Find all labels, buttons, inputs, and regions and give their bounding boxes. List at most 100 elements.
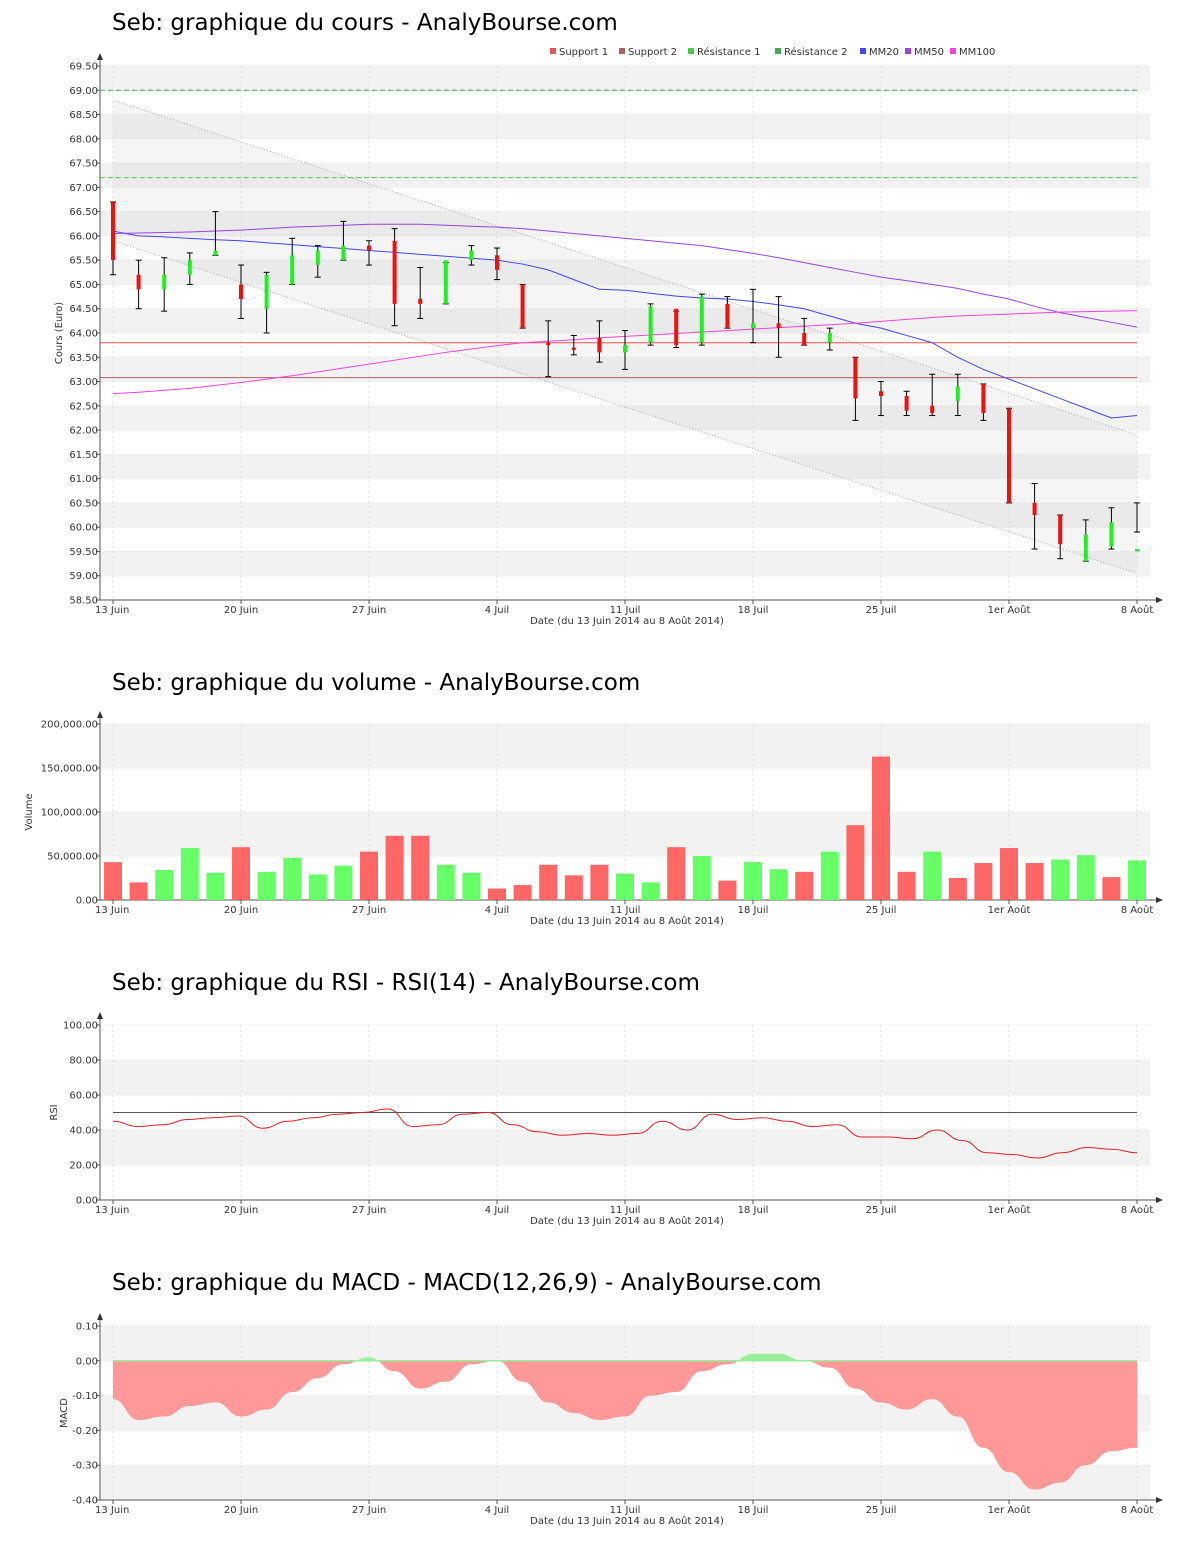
candle-down [930,405,935,414]
y-tick-label: 63.50 [69,353,98,364]
y-tick-label: 66.50 [69,207,98,218]
volume-bar-up [308,874,327,900]
candle-down [904,396,909,411]
candle-up [1109,522,1114,547]
volume-bar-down [1000,848,1018,900]
candle-down [1032,502,1037,516]
candle-down [1007,408,1011,503]
x-tick-label: 27 Juin [352,1205,386,1216]
volume-bar-up [206,872,225,900]
candle-down [674,308,679,346]
x-tick-label: 1er Août [988,904,1031,916]
legend-label: MM20 [869,47,899,58]
legend-label: Support 1 [559,47,608,58]
candle-up [315,250,320,266]
legend-label: Résistance 2 [784,46,847,58]
y-axis-arrow [97,1012,103,1019]
x-tick-label: 27 Juin [352,1505,386,1516]
x-tick-label: 18 Juil [738,905,769,916]
y-tick-label: 69.00 [69,86,98,97]
volume-bar-up [1128,860,1146,900]
y-tick-label: 68.00 [69,134,98,145]
rsi-chart-title: Seb: graphique du RSI - RSI(14) - AnalyB… [112,970,700,996]
y-axis-arrow [97,711,103,718]
x-tick-label: 20 Juin [224,905,258,916]
y-tick-label: -0.20 [72,1426,98,1437]
y-tick-label: 65.50 [69,256,98,267]
volume-bar-up [1076,855,1095,900]
x-tick-label: 18 Juil [738,1205,769,1216]
macd-positive-area [113,1353,1137,1361]
candle-down [392,240,397,304]
x-tick-label: 1er Août [988,1504,1031,1516]
candle-up [955,386,960,401]
mm50-line [112,223,1138,328]
legend-swatch [550,48,556,54]
x-axis-arrow [1156,897,1163,903]
volume-bar-down [564,875,583,900]
candle-down [367,245,371,251]
x-tick-label: 1er Août [988,1204,1031,1216]
rsi-line [112,1108,1138,1159]
candle-down [725,303,730,329]
y-tick-label: 60.00 [69,523,98,534]
candle-up [1083,534,1088,562]
candle-down [879,391,883,397]
y-tick-label: 20.00 [69,1161,98,1172]
y-tick-label: -0.10 [72,1391,98,1402]
y-tick-label: 66.00 [69,231,98,242]
x-tick-label: 25 Juil [866,905,897,916]
legend-swatch [775,48,781,54]
x-tick-label: 11 Juil [610,1505,641,1516]
y-tick-label: 68.50 [69,110,98,121]
x-tick-label: 18 Juil [738,1505,769,1516]
x-tick-label: 8 Août [1121,604,1154,616]
x-tick-label: 4 Juil [485,1505,509,1516]
y-tick-label: 67.00 [69,183,98,194]
candle-up [469,250,474,261]
y-tick-label: 65.00 [69,280,98,291]
x-tick-label: 13 Juin [95,605,129,616]
volume-bar-down [513,885,532,900]
x-tick-label: 18 Juil [738,605,769,616]
volume-bar-down [846,825,865,900]
y-tick-label: 60.50 [69,498,98,509]
channel-top-line [112,99,1138,436]
candle-down [981,383,986,414]
volume-bar-down [795,871,814,900]
candle-down [571,347,576,350]
y-tick-label: 59.00 [69,571,98,582]
x-axis-arrow [1156,597,1163,603]
x-axis-arrow [1156,1497,1163,1503]
candle-up [341,245,346,261]
volume-bar-down [590,864,609,900]
legend-label: MM100 [959,47,995,58]
y-tick-label: 0.00 [76,1196,98,1207]
volume-panel: Seb: graphique du volume - AnalyBourse.c… [0,660,1200,940]
x-tick-label: 25 Juil [866,1205,897,1216]
channel-bottom-line [112,240,1138,574]
y-tick-label: 100,000.00 [41,808,98,819]
volume-bar-up [923,851,942,900]
volume-bar-down [897,871,916,900]
candle-up [699,296,704,343]
legend-swatch [619,48,625,54]
y-tick-label: 0.10 [76,1322,98,1333]
x-tick-label: 13 Juin [95,1505,129,1516]
macd-panel: Seb: graphique du MACD - MACD(12,26,9) -… [0,1260,1200,1550]
x-axis-title: Date (du 13 Juin 2014 au 8 Août 2014) [530,915,724,927]
y-tick-label: 62.50 [69,401,98,412]
x-tick-label: 4 Juil [485,1205,509,1216]
candle-down [520,284,525,329]
macd-chart-title: Seb: graphique du MACD - MACD(12,26,9) -… [112,1270,822,1296]
volume-bar-up [180,848,199,900]
y-tick-label: 63.00 [69,377,98,388]
volume-bar-down [385,835,404,900]
x-tick-label: 11 Juil [610,605,641,616]
y-tick-label: 59.50 [69,547,98,558]
x-axis-arrow [1156,1197,1163,1203]
x-tick-label: 8 Août [1121,1204,1154,1216]
volume-bar-up [744,862,762,900]
x-tick-label: 11 Juil [610,1205,641,1216]
